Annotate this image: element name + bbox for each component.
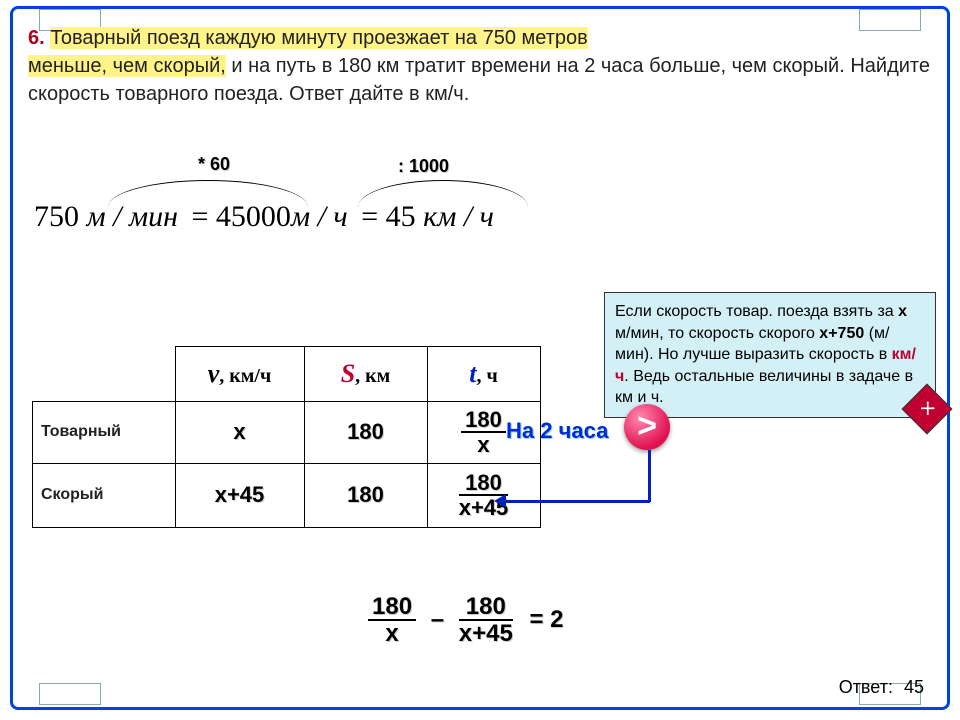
callout-text: м/мин, то скорость скорого (615, 325, 819, 342)
annotation-div1000: : 1000 (398, 156, 449, 177)
compare-label: На 2 часа (506, 418, 608, 444)
formula-mid-unit: м / ч (291, 200, 348, 233)
frac-a: 180x (368, 594, 416, 646)
arrow-segment (506, 500, 650, 503)
callout-text: . Ведь остальные величины в задаче в км … (615, 368, 913, 407)
formula-eq2: = 45 (361, 200, 415, 233)
callout-var: x (898, 303, 907, 320)
formula-rhs-unit: км / ч (416, 200, 494, 233)
cell-t: 180x+45 (427, 463, 540, 527)
callout-expr: x+750 (819, 325, 864, 342)
highlighted-text: меньше, чем скорый, (28, 55, 226, 77)
answer: Ответ: 45 (839, 677, 924, 698)
formula-lhs: 750 (34, 200, 87, 233)
callout-text: Если скорость товар. поезда взять за (615, 303, 898, 320)
cell-s: 180 (304, 401, 427, 463)
greater-than-badge: > (624, 404, 670, 450)
result-equation: 180x – 180x+45 = 2 (368, 594, 564, 646)
cell-s: 180 (304, 463, 427, 527)
problem-text: 6. Товарный поезд каждую минуту проезжае… (28, 24, 932, 108)
minus-sign: – (431, 606, 444, 633)
data-table: v, км/ч S, км t, ч Товарный x 180 180x С… (32, 346, 541, 528)
cell-v: x+45 (175, 463, 304, 527)
col-t-header: t, ч (427, 347, 540, 402)
answer-label: Ответ: (839, 677, 893, 697)
highlighted-text: Товарный поезд каждую минуту проезжает н… (50, 27, 588, 49)
col-s-header: S, км (304, 347, 427, 402)
frac-b: 180x+45 (459, 594, 513, 646)
hint-callout: Если скорость товар. поезда взять за x м… (604, 292, 936, 418)
col-v-header: v, км/ч (175, 347, 304, 402)
formula-lhs-unit: м / мин (87, 200, 179, 233)
annotation-times60: * 60 (198, 154, 230, 175)
arrow-segment (648, 450, 651, 502)
answer-value: 45 (904, 677, 924, 697)
formula-eq1: = 45000 (192, 200, 291, 233)
cell-v: x (175, 401, 304, 463)
problem-number: 6. (28, 27, 45, 49)
row-label: Скорый (33, 463, 176, 527)
row-label: Товарный (33, 401, 176, 463)
equals-two: = 2 (529, 606, 563, 633)
conversion-formula: 750 м / мин = 45000м / ч = 45 км / ч (34, 200, 494, 234)
arrowhead-icon (494, 494, 506, 508)
